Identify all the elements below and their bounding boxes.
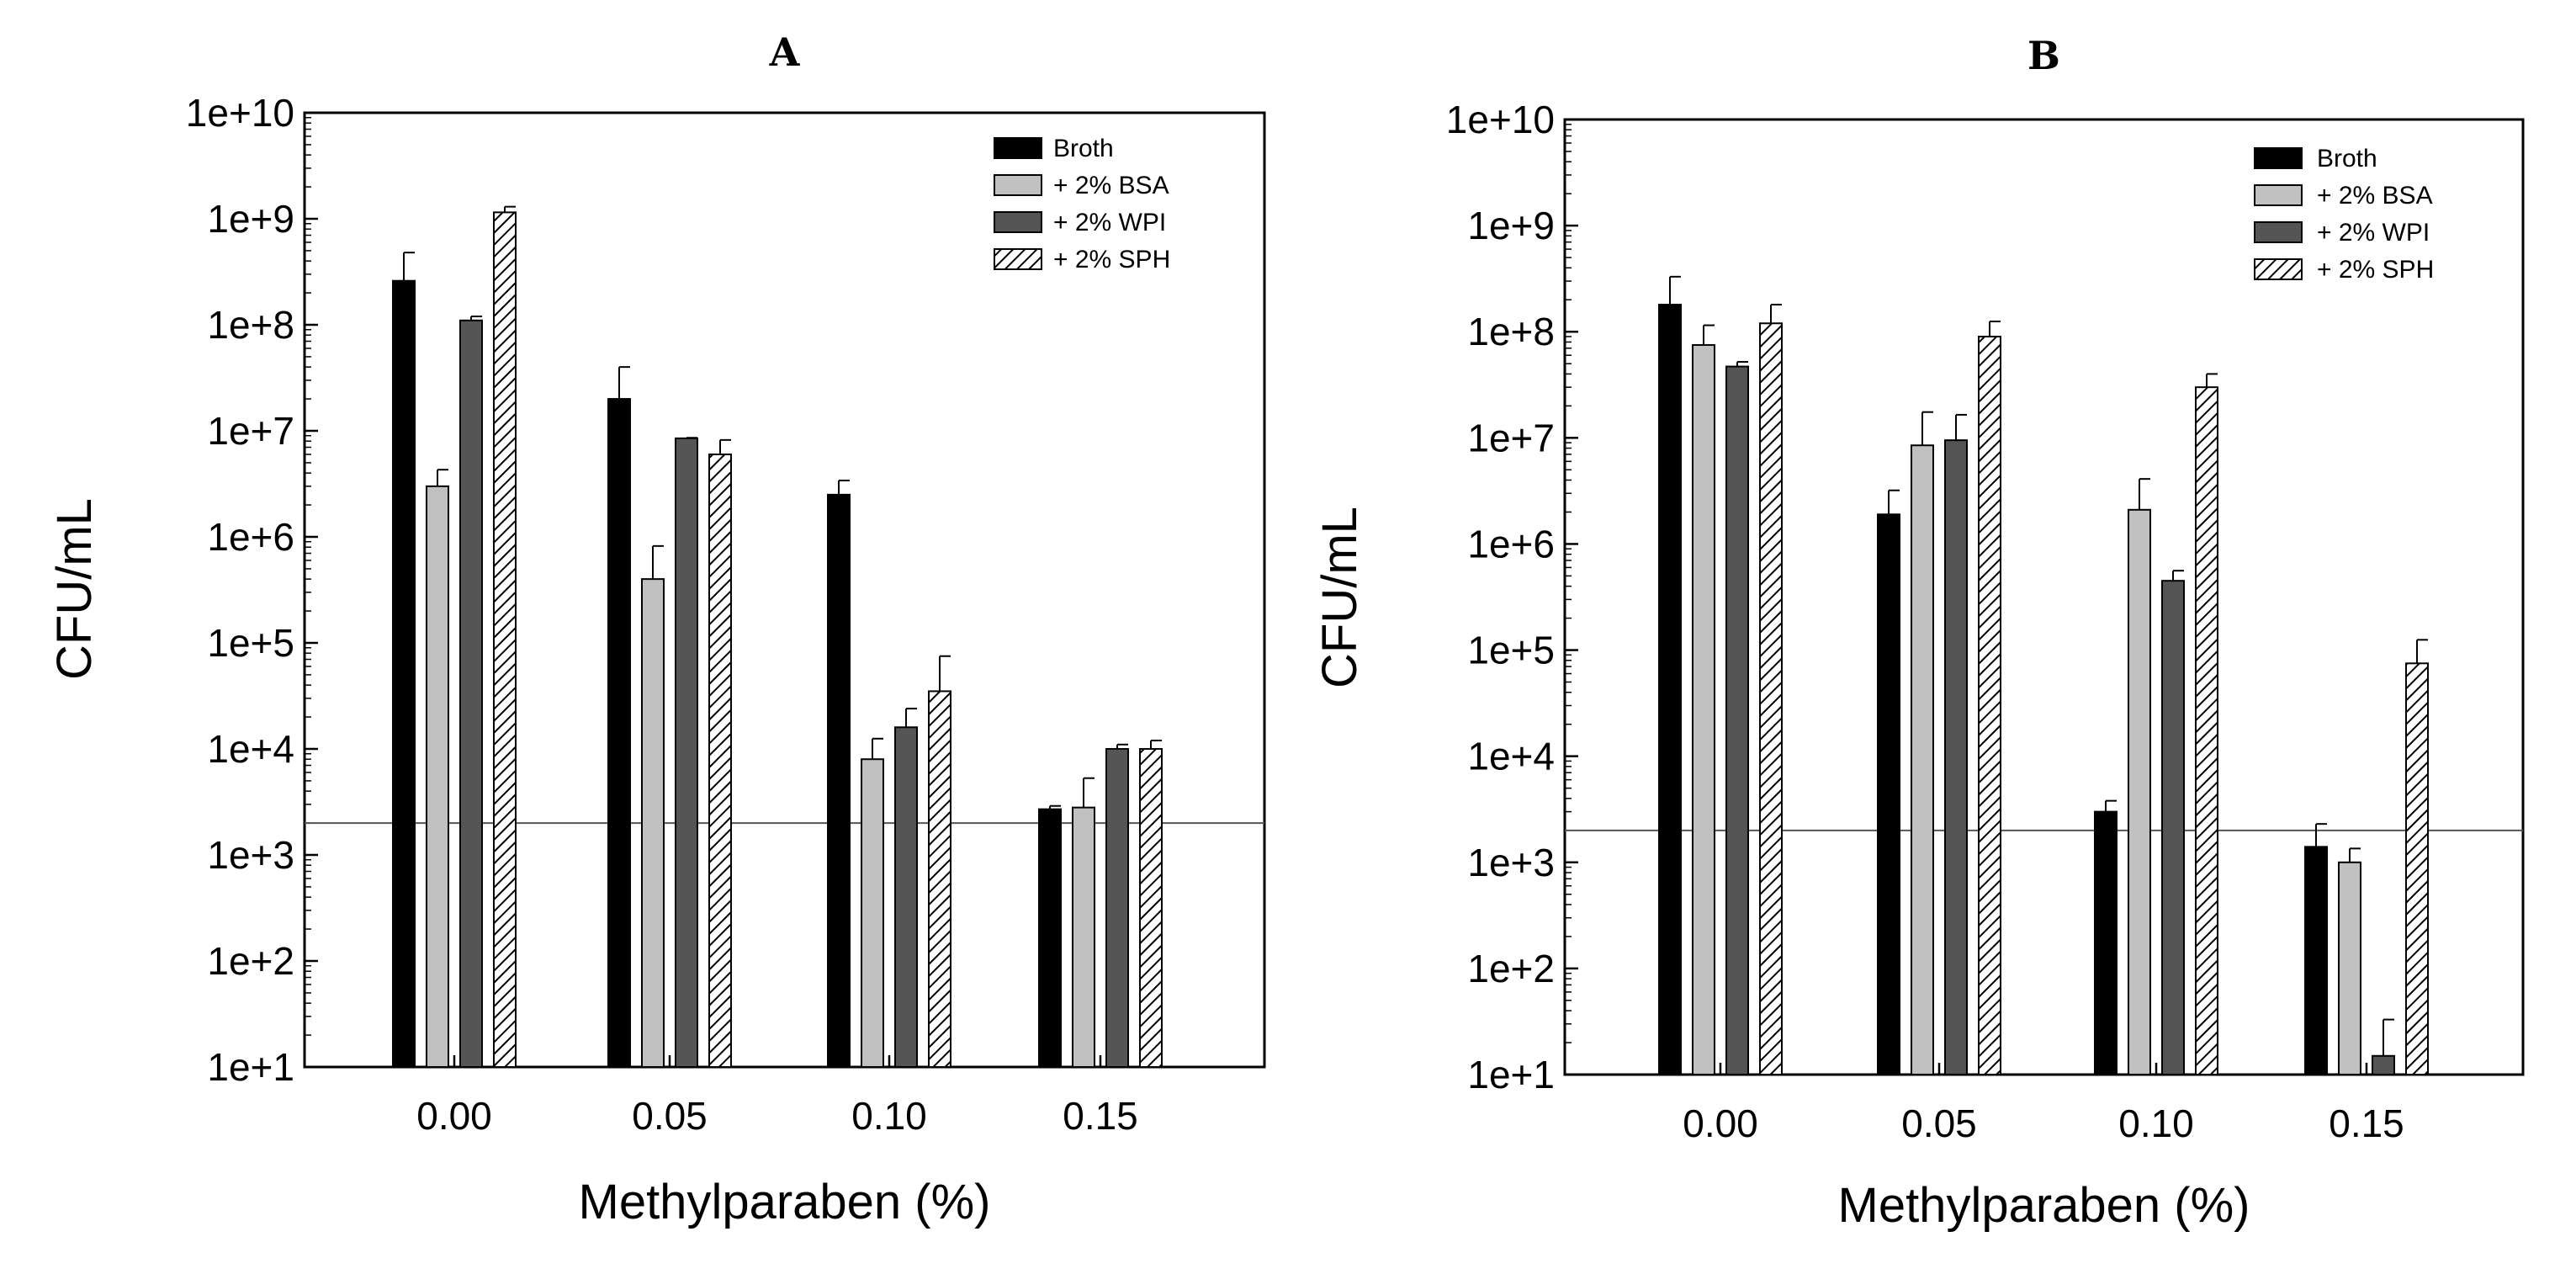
y-axis-label: CFU/mL xyxy=(47,498,102,680)
x-tick-label: 0.15 xyxy=(2329,1101,2404,1145)
bar-2-bsa xyxy=(1911,444,1934,1075)
bar-broth xyxy=(392,279,416,1068)
bar-2-bsa xyxy=(1692,343,1715,1075)
bar-broth xyxy=(2094,810,2118,1075)
legend-swatch xyxy=(2254,147,2303,169)
bar-2-wpi xyxy=(2372,1054,2395,1076)
plot-frame xyxy=(1563,118,2525,1076)
panel-b: B 1e+1 1e+2 1e+3 1e+4 1e+5 1e+6 1e+7 1e+8 1e+9 1e+… xyxy=(1312,33,2525,1233)
bar-2-sph xyxy=(2195,386,2218,1076)
bar-2-wpi xyxy=(2161,580,2185,1075)
y-tick-label: 1e+9 xyxy=(207,197,294,241)
legend-swatch xyxy=(994,248,1042,270)
legend-swatch xyxy=(994,137,1042,159)
y-tick-label: 1e+7 xyxy=(207,409,294,453)
legend-label: + 2% BSA xyxy=(1053,172,1169,199)
y-tick-label: 1e+5 xyxy=(1467,629,1555,672)
y-tick-label: 1e+1 xyxy=(1467,1053,1555,1096)
x-axis-label: Methylparaben (%) xyxy=(579,1175,991,1229)
x-tick-label: 0.10 xyxy=(2118,1101,2194,1145)
bar-broth xyxy=(1038,808,1062,1069)
bar-2-bsa xyxy=(2338,861,2361,1076)
y-tick-label: 1e+1 xyxy=(207,1045,294,1089)
bar-2-bsa xyxy=(641,578,665,1068)
legend-swatch xyxy=(994,211,1042,233)
y-tick-label: 1e+2 xyxy=(207,939,294,983)
bar-2-wpi xyxy=(894,726,918,1068)
legend-swatch xyxy=(2254,184,2303,206)
legend-label: Broth xyxy=(2317,145,2377,173)
bar-2-wpi xyxy=(1725,365,1749,1075)
x-tick-label: 0.10 xyxy=(851,1094,927,1138)
legend-swatch xyxy=(994,174,1042,196)
y-tick-label: 1e+8 xyxy=(207,303,294,347)
bar-2-wpi xyxy=(1105,748,1129,1068)
y-tick-label: 1e+5 xyxy=(207,621,294,665)
bar-broth xyxy=(607,398,631,1069)
bar-2-sph xyxy=(928,690,951,1069)
y-tick-label: 1e+4 xyxy=(207,727,294,771)
panel-title: B xyxy=(2027,33,2060,78)
y-tick-label: 1e+3 xyxy=(207,833,294,877)
y-tick-label: 1e+4 xyxy=(1467,735,1555,778)
legend-label: + 2% WPI xyxy=(1053,209,1166,236)
y-tick-label: 1e+2 xyxy=(1467,947,1555,990)
y-tick-label: 1e+7 xyxy=(1467,416,1555,459)
bar-2-wpi xyxy=(675,437,698,1068)
bar-broth xyxy=(1658,304,1682,1075)
bar-2-sph xyxy=(2405,662,2429,1075)
bar-2-sph xyxy=(1139,748,1163,1068)
bar-2-sph xyxy=(493,211,517,1069)
bar-2-sph xyxy=(1759,322,1783,1075)
legend-swatch xyxy=(2254,221,2303,243)
bar-2-bsa xyxy=(2128,508,2151,1075)
y-tick-label: 1e+3 xyxy=(1467,841,1555,884)
bar-2-wpi xyxy=(459,319,483,1068)
bar-2-sph xyxy=(708,453,732,1068)
bar-broth xyxy=(1877,513,1900,1075)
y-tick-label: 1e+8 xyxy=(1467,310,1555,353)
y-tick-label: 1e+10 xyxy=(1446,98,1555,141)
legend-label: Broth xyxy=(1053,135,1114,162)
legend-label: + 2% SPH xyxy=(2317,256,2434,284)
x-tick-label: 0.15 xyxy=(1063,1094,1138,1138)
x-tick-label: 0.05 xyxy=(1901,1101,1977,1145)
x-axis-label: Methylparaben (%) xyxy=(1838,1178,2250,1233)
x-tick-label: 0.00 xyxy=(1683,1101,1758,1145)
bar-2-bsa xyxy=(861,758,884,1068)
y-axis-label: CFU/mL xyxy=(1312,507,1367,688)
y-tick-label: 1e+6 xyxy=(1467,522,1555,565)
panel-a: A 1e+1 1e+2 1e+3 1e+4 1e+5 1e+6 1e+7 1e+8 1e+9 1e+… xyxy=(47,29,1266,1229)
x-tick-label: 0.00 xyxy=(416,1094,492,1138)
legend-label: + 2% WPI xyxy=(2317,219,2430,247)
bar-2-bsa xyxy=(1072,806,1095,1068)
legend-label: + 2% SPH xyxy=(1053,246,1170,273)
y-tick-label: 1e+9 xyxy=(1467,204,1555,247)
bar-2-wpi xyxy=(1944,439,1968,1075)
legend-swatch xyxy=(2254,258,2303,280)
bar-broth xyxy=(2304,846,2328,1076)
y-tick-label: 1e+6 xyxy=(207,515,294,559)
x-tick-label: 0.05 xyxy=(632,1094,708,1138)
legend-label: + 2% BSA xyxy=(2317,182,2433,210)
bar-2-sph xyxy=(1978,335,2001,1075)
bar-2-bsa xyxy=(426,485,449,1068)
panel-title: A xyxy=(769,29,801,75)
bar-broth xyxy=(827,493,851,1068)
plot-frame xyxy=(303,111,1266,1069)
y-tick-label: 1e+10 xyxy=(186,91,294,135)
